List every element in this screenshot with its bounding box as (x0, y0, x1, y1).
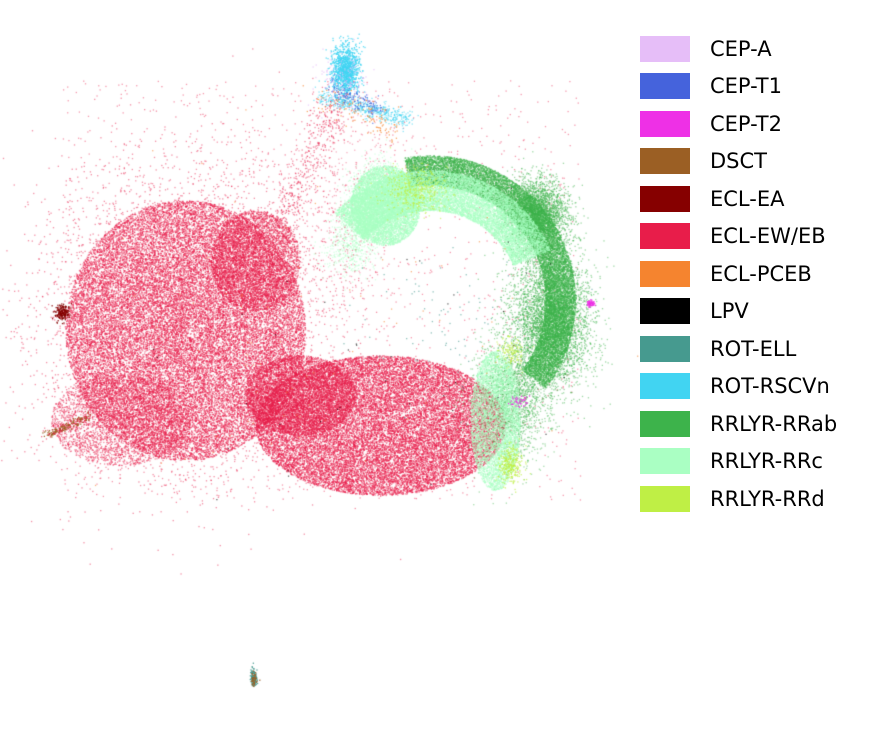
legend-swatch (640, 410, 690, 437)
legend-swatch (640, 148, 690, 175)
legend: CEP-A CEP-T1 CEP-T2 DSCT ECL-EA ECL-EW/EB ECL-… (640, 30, 880, 518)
legend-entry: LPV (640, 293, 880, 331)
legend-entry: CEP-T2 (640, 105, 880, 143)
legend-entry: ROT-RSCVn (640, 368, 880, 406)
legend-label: CEP-A (710, 36, 772, 61)
legend-label: ECL-PCEB (710, 261, 812, 286)
legend-entry: ECL-EA (640, 180, 880, 218)
legend-swatch (640, 35, 690, 62)
legend-entry: DSCT (640, 143, 880, 181)
legend-entry: RRLYR-RRd (640, 480, 880, 518)
legend-label: ECL-EW/EB (710, 224, 826, 249)
legend-swatch (640, 73, 690, 100)
legend-entry: ROT-ELL (640, 330, 880, 368)
legend-swatch (640, 185, 690, 212)
legend-label: DSCT (710, 149, 767, 174)
legend-swatch (640, 260, 690, 287)
legend-swatch (640, 335, 690, 362)
legend-entry: ECL-EW/EB (640, 218, 880, 256)
legend-entry: RRLYR-RRab (640, 405, 880, 443)
legend-swatch (640, 110, 690, 137)
legend-swatch (640, 223, 690, 250)
scatter-plot-area (0, 0, 640, 735)
legend-swatch (640, 485, 690, 512)
legend-swatch (640, 448, 690, 475)
legend-entry: RRLYR-RRc (640, 443, 880, 481)
legend-label: RRLYR-RRd (710, 486, 825, 511)
legend-entry: CEP-A (640, 30, 880, 68)
legend-entry: CEP-T1 (640, 68, 880, 106)
legend-swatch (640, 373, 690, 400)
legend-entry: ECL-PCEB (640, 255, 880, 293)
legend-label: ROT-RSCVn (710, 374, 830, 399)
legend-label: ECL-EA (710, 186, 785, 211)
legend-label: RRLYR-RRc (710, 449, 823, 474)
legend-label: ROT-ELL (710, 336, 797, 361)
legend-swatch (640, 298, 690, 325)
legend-label: CEP-T2 (710, 111, 782, 136)
legend-label: LPV (710, 299, 749, 324)
legend-label: RRLYR-RRab (710, 411, 838, 436)
legend-label: CEP-T1 (710, 74, 782, 99)
